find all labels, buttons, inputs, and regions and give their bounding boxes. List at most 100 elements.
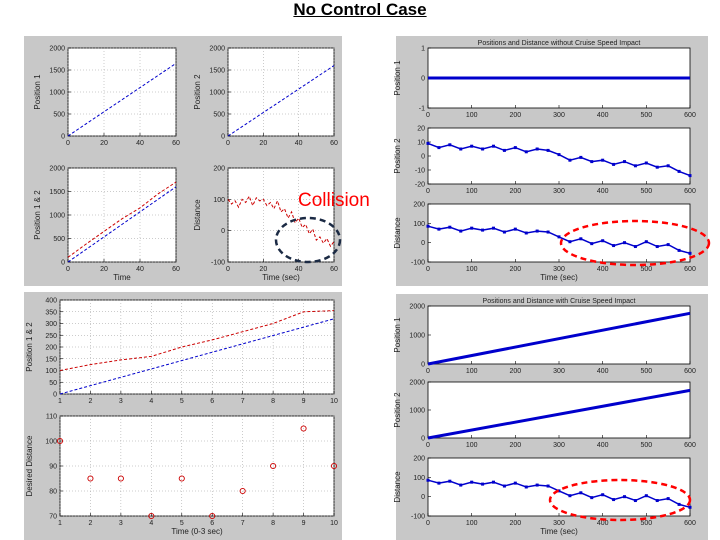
y-tick-label: 2000 bbox=[409, 380, 425, 387]
y-tick-label: 2000 bbox=[49, 166, 65, 173]
y-tick-label: 100 bbox=[413, 475, 425, 482]
data-point bbox=[437, 481, 441, 485]
data-point bbox=[579, 237, 583, 241]
y-tick-label: -100 bbox=[411, 260, 425, 267]
data-point bbox=[426, 224, 430, 228]
data-point bbox=[524, 231, 528, 235]
x-tick-label: 400 bbox=[597, 368, 609, 375]
y-tick-label: 1000 bbox=[209, 90, 225, 97]
data-point bbox=[330, 462, 338, 470]
x-tick-label: 400 bbox=[597, 442, 609, 449]
data-point bbox=[590, 496, 594, 500]
x-tick-label: 200 bbox=[509, 520, 521, 527]
x-tick-label: 500 bbox=[640, 442, 652, 449]
x-tick-label: 500 bbox=[640, 266, 652, 273]
y-tick-label: 200 bbox=[45, 345, 57, 352]
x-tick-label: 200 bbox=[509, 112, 521, 119]
data-point bbox=[448, 479, 452, 483]
data-point bbox=[502, 230, 506, 234]
y-tick-label: 2000 bbox=[209, 46, 225, 53]
data-point bbox=[644, 161, 648, 165]
y-axis-label: Position 1 bbox=[393, 60, 402, 96]
data-point bbox=[644, 494, 648, 498]
y-tick-label: -10 bbox=[415, 168, 425, 175]
data-point bbox=[481, 228, 485, 232]
x-axis-label: Time (sec) bbox=[540, 527, 578, 536]
plot-area bbox=[427, 457, 691, 517]
y-tick-label: 0 bbox=[421, 362, 425, 369]
x-tick-label: 600 bbox=[684, 520, 696, 527]
data-point bbox=[492, 480, 495, 484]
x-tick-label: 200 bbox=[509, 368, 521, 375]
x-tick-label: 0 bbox=[66, 266, 70, 273]
series-line bbox=[427, 388, 691, 440]
data-point bbox=[623, 160, 626, 164]
x-tick-label: 500 bbox=[640, 368, 652, 375]
x-tick-label: 8 bbox=[271, 520, 275, 527]
x-tick-label: 500 bbox=[640, 520, 652, 527]
data-point bbox=[481, 147, 485, 151]
x-tick-label: 9 bbox=[302, 520, 306, 527]
x-tick-label: 600 bbox=[684, 442, 696, 449]
x-tick-label: 500 bbox=[640, 112, 652, 119]
data-point bbox=[568, 494, 572, 498]
data-point bbox=[178, 475, 185, 482]
data-point bbox=[612, 244, 616, 248]
data-point bbox=[612, 498, 616, 502]
data-point bbox=[492, 144, 495, 148]
data-point bbox=[481, 482, 485, 486]
chart-top-right-2: 0 100 200 300 400 500 600 -20 -10 0 10 20 Position 2 bbox=[393, 126, 696, 196]
data-point bbox=[579, 491, 583, 495]
x-tick-label: 3 bbox=[119, 520, 123, 527]
y-tick-label: 250 bbox=[45, 333, 57, 340]
x-axis-label: Time (sec) bbox=[540, 273, 578, 282]
y-axis-label: Distance bbox=[393, 471, 402, 503]
data-point bbox=[688, 174, 692, 178]
x-tick-label: 10 bbox=[330, 398, 338, 405]
chart-top-left-3: 0 20 40 60 0 500 1000 1500 2000 Time Position 1 & … bbox=[33, 166, 180, 283]
data-point bbox=[666, 243, 670, 247]
data-point bbox=[590, 160, 594, 164]
data-point bbox=[437, 227, 441, 231]
x-tick-label: 20 bbox=[100, 140, 108, 147]
data-point bbox=[209, 512, 216, 520]
data-point bbox=[148, 512, 155, 520]
y-tick-label: 1500 bbox=[49, 189, 65, 196]
y-tick-label: 200 bbox=[413, 456, 425, 463]
y-tick-label: 500 bbox=[53, 112, 65, 119]
chart-top-left-1: 0 20 40 60 0 500 1000 1500 2000 Position 1 bbox=[33, 46, 180, 148]
y-tick-label: 0 bbox=[221, 228, 225, 235]
y-tick-label: -1 bbox=[419, 106, 425, 113]
y-tick-label: 20 bbox=[417, 126, 425, 133]
y-axis-label: Position 2 bbox=[393, 392, 402, 428]
plot-area bbox=[427, 203, 691, 263]
chart-title: Positions and Distance with Cruise Speed… bbox=[483, 298, 636, 305]
data-point bbox=[459, 147, 463, 151]
y-axis-label: Position 2 bbox=[393, 138, 402, 174]
data-point bbox=[300, 425, 307, 432]
x-tick-label: 60 bbox=[172, 140, 180, 147]
y-tick-label: 300 bbox=[45, 321, 57, 328]
y-tick-label: 200 bbox=[413, 202, 425, 209]
data-point bbox=[633, 164, 637, 168]
data-point bbox=[557, 235, 561, 239]
x-tick-label: 0 bbox=[426, 266, 430, 273]
series-line bbox=[227, 195, 335, 248]
series-line bbox=[427, 311, 691, 366]
chart-bottom-right-1: 0 100 200 300 400 500 600 0 1000 2000 Positions an… bbox=[393, 298, 696, 375]
data-point bbox=[688, 251, 692, 255]
y-tick-label: 100 bbox=[213, 197, 225, 204]
x-tick-label: 0 bbox=[226, 266, 230, 273]
y-tick-label: 500 bbox=[213, 112, 225, 119]
chart-bottom-left-2: 1 2 3 4 5 6 7 8 9 10 70 80 90 100 110 Time (0-3 sec) Des… bbox=[25, 414, 338, 537]
data-point bbox=[513, 481, 517, 485]
x-tick-label: 20 bbox=[100, 266, 108, 273]
x-tick-label: 60 bbox=[172, 266, 180, 273]
chart-bottom-left-1: 1 2 3 4 5 6 7 8 9 10050100150200250300350400Posit… bbox=[25, 298, 338, 406]
data-point bbox=[666, 164, 670, 168]
data-point bbox=[688, 505, 692, 509]
x-tick-label: 400 bbox=[597, 266, 609, 273]
data-point bbox=[448, 143, 452, 147]
